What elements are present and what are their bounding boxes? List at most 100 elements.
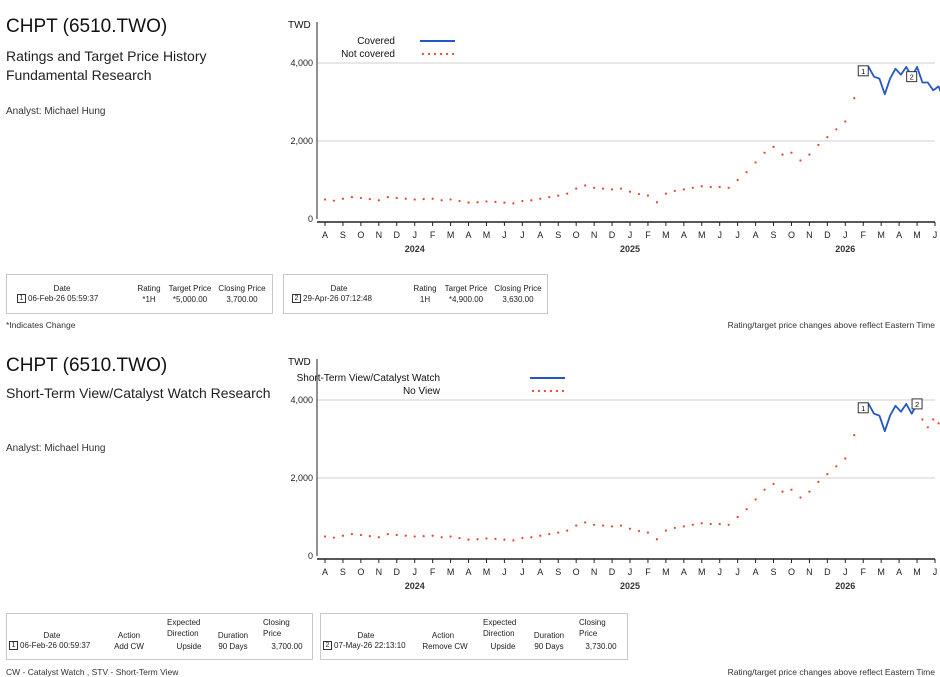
analyst-name: Analyst: Michael Hung [6, 443, 106, 454]
series-point-not-covered [932, 418, 935, 421]
x-tick-label: J [717, 567, 722, 577]
table-header-direction-1: Expected [483, 618, 517, 627]
table-header-rating: Rating [413, 284, 437, 293]
x-tick-label: J [843, 567, 848, 577]
change-marker: 1 [857, 65, 869, 77]
series-point-not-covered [691, 186, 694, 189]
series-point-not-covered [494, 200, 497, 203]
table-header-action: Action [431, 631, 455, 640]
series-point-not-covered [601, 524, 605, 527]
series-point-not-covered [530, 536, 533, 539]
series-point-not-covered [323, 198, 327, 201]
series-point-not-covered [593, 523, 596, 526]
table-header-target: Target Price [168, 284, 212, 293]
x-tick-label: M [913, 230, 921, 240]
table-header-date: Date [330, 284, 348, 293]
series-point-not-covered [584, 184, 587, 187]
y-axis-unit-label: TWD [288, 357, 311, 368]
x-tick-label: A [896, 230, 902, 240]
series-point-not-covered [655, 201, 659, 204]
series-point-not-covered [431, 197, 434, 200]
series-point-not-covered [754, 498, 757, 501]
x-tick-label: J [933, 567, 938, 577]
change-marker-label: 2 [915, 400, 919, 409]
series-point-not-covered [926, 426, 929, 429]
x-tick-label: S [555, 567, 561, 577]
series-point-not-covered [449, 198, 452, 201]
ticker-title: CHPT (6510.TWO) [6, 16, 168, 37]
year-label: 2026 [835, 244, 855, 254]
y-tick-label: 0 [308, 551, 313, 561]
series-point-not-covered [458, 536, 461, 540]
series-point-not-covered [368, 535, 371, 538]
change-marker: 2 [911, 398, 923, 410]
chart-title-line1: Short-Term View/Catalyst Watch Research [6, 385, 271, 401]
series-point-not-covered [745, 171, 748, 174]
row-direction: Upside [176, 642, 202, 651]
table-header-action: Action [117, 631, 141, 640]
row-date: 29-Apr-26 07:12:48 [303, 294, 372, 303]
row-direction: Upside [490, 642, 516, 651]
row-closing-price: 3,630.00 [502, 295, 534, 304]
x-tick-label: O [573, 567, 580, 577]
series-point-not-covered [844, 457, 847, 460]
x-tick-label: N [376, 567, 383, 577]
row-duration: 90 Days [534, 642, 564, 651]
series-point-not-covered [485, 200, 488, 203]
catalyst-change-table-1: Date Action Expected Direction Duration … [6, 613, 313, 660]
x-tick-label: J [735, 567, 740, 577]
series-point-not-covered [709, 522, 712, 526]
legend-swatch-dot [561, 389, 565, 393]
series-point-not-covered [485, 537, 488, 540]
series-point-not-covered [341, 197, 345, 200]
x-tick-label: J [520, 230, 525, 240]
year-label: 2025 [620, 581, 640, 591]
x-tick-label: D [394, 230, 401, 240]
series-point-not-covered [736, 515, 739, 519]
marker-number: 2 [292, 294, 301, 304]
series-point-not-covered [727, 523, 730, 526]
year-label: 2024 [405, 581, 425, 591]
x-tick-label: J [502, 567, 507, 577]
row-duration: 90 Days [218, 642, 248, 651]
x-tick-label: A [537, 230, 543, 240]
series-point-not-covered [458, 199, 461, 203]
x-tick-label: J [412, 567, 417, 577]
series-point-not-covered [512, 539, 515, 542]
series-point-not-covered [799, 159, 802, 162]
series-point-not-covered [503, 201, 506, 204]
series-point-not-covered [521, 199, 524, 203]
series-point-not-covered [404, 197, 407, 200]
analyst-name: Analyst: Michael Hung [6, 106, 106, 117]
row-closing-price: 3,730.00 [585, 642, 617, 651]
series-point-not-covered [332, 536, 336, 539]
row-action: Remove CW [422, 642, 468, 651]
series-point-not-covered [808, 153, 811, 156]
series-point-not-covered [593, 186, 596, 189]
footnote-indicates-change: *Indicates Change [6, 320, 76, 330]
table-header-direction-1: Expected [167, 618, 201, 627]
series-point-not-covered [844, 120, 847, 123]
series-point-not-covered [745, 508, 748, 511]
table-header-duration: Duration [217, 631, 249, 640]
x-tick-label: N [806, 567, 813, 577]
change-marker-box [857, 402, 869, 414]
table-header-date: Date [357, 631, 375, 640]
x-tick-label: A [466, 230, 472, 240]
x-tick-label: N [591, 230, 598, 240]
series-point-not-covered [512, 202, 515, 205]
series-point-not-covered [566, 192, 569, 195]
series-point-not-covered [799, 496, 802, 499]
row-date: 07-May-26 22:13:10 [334, 641, 406, 650]
series-point-not-covered [413, 535, 416, 538]
catalyst-change-table-2: Date Action Expected Direction Duration … [320, 613, 628, 660]
y-tick-label: 4,000 [290, 395, 313, 405]
series-point-not-covered [548, 533, 551, 536]
footnote-abbreviations: CW - Catalyst Watch , STV - Short-Term V… [6, 667, 179, 677]
series-point-not-covered [359, 196, 362, 200]
series-point-not-covered [494, 537, 497, 540]
x-tick-label: J [628, 567, 633, 577]
x-tick-label: N [806, 230, 813, 240]
series-point-not-covered [440, 536, 443, 539]
series-point-not-covered [386, 533, 389, 536]
